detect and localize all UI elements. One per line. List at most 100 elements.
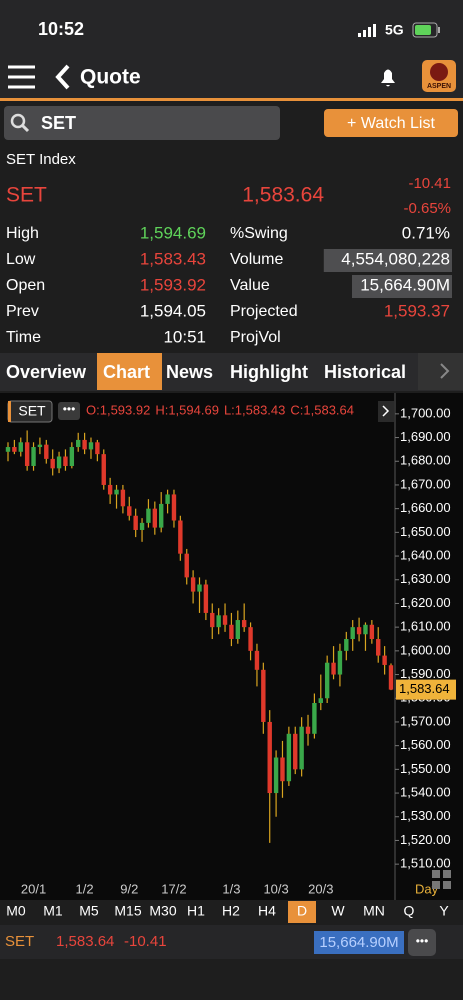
symbol: SET xyxy=(6,184,47,207)
footer-change: -10.41 xyxy=(124,933,167,950)
candle-body xyxy=(159,503,164,528)
candle-body xyxy=(146,508,151,523)
footer-symbol: SET xyxy=(5,933,34,950)
timeframe[interactable]: D xyxy=(297,903,307,919)
candle-body xyxy=(273,757,279,794)
y-tick-label: 1,650.00 xyxy=(400,524,451,539)
timeframe[interactable]: MN xyxy=(363,903,385,919)
y-tick-label: 1,520.00 xyxy=(400,832,451,847)
field-label: Low xyxy=(6,251,36,268)
status-time: 10:52 xyxy=(38,19,84,39)
candle-body xyxy=(127,506,132,516)
x-tick-label: 17/2 xyxy=(161,881,186,896)
last-price: 1,583.64 xyxy=(242,184,324,207)
candle-body xyxy=(114,489,119,495)
change: -10.41 xyxy=(408,175,451,192)
candle-body xyxy=(254,650,260,670)
tab[interactable]: Overview xyxy=(6,362,87,382)
watch-list-label: + Watch List xyxy=(347,115,435,132)
header-underline xyxy=(0,98,463,101)
tab-scroll-icon xyxy=(440,363,450,379)
candle-body xyxy=(369,624,375,639)
search-query: SET xyxy=(41,113,76,133)
candle-body xyxy=(107,484,113,495)
y-tick-label: 1,690.00 xyxy=(400,429,451,444)
timeframe[interactable]: M0 xyxy=(6,903,26,919)
candle-body xyxy=(305,726,311,734)
back-icon[interactable] xyxy=(55,64,70,90)
search-box[interactable] xyxy=(4,106,280,140)
watch-list-button[interactable] xyxy=(324,109,458,137)
field-value-box xyxy=(323,249,452,272)
timeframe[interactable]: M1 xyxy=(43,903,63,919)
candle-body xyxy=(267,721,272,794)
candle-body xyxy=(261,669,266,722)
active-timeframe-bg xyxy=(288,901,316,923)
field-value: 1,593.37 xyxy=(384,301,450,320)
field-value: 1,583.43 xyxy=(140,249,206,268)
bell-icon[interactable] xyxy=(381,69,395,87)
tab[interactable]: Historical xyxy=(324,362,406,382)
y-tick-label: 1,540.00 xyxy=(400,784,451,799)
candle-body xyxy=(56,456,62,469)
expand-icon[interactable] xyxy=(432,870,451,889)
tab[interactable]: Highlight xyxy=(230,362,308,382)
tab-scroll-bg[interactable] xyxy=(418,353,463,390)
chart-bg xyxy=(0,393,463,900)
candle-body xyxy=(165,494,170,504)
timeframe[interactable]: H1 xyxy=(187,903,205,919)
candle-body xyxy=(356,627,362,635)
menu-icon[interactable] xyxy=(8,65,35,89)
x-tick-label: 9/2 xyxy=(120,881,138,896)
candle-body xyxy=(178,520,183,554)
candle-body xyxy=(203,584,209,613)
field-label: Prev xyxy=(6,303,39,320)
field-label: ProjVol xyxy=(230,329,281,346)
field-label: %Swing xyxy=(230,225,288,242)
chart-menu-button[interactable] xyxy=(58,402,80,420)
timeframe[interactable]: Y xyxy=(439,903,449,919)
timeframe[interactable]: Q xyxy=(404,903,415,919)
candle-body xyxy=(210,612,215,628)
chart-symbol-accent xyxy=(8,401,11,422)
candle-body xyxy=(388,665,394,690)
candle-body xyxy=(280,757,285,782)
tab[interactable]: News xyxy=(166,362,213,382)
timeframe[interactable]: M15 xyxy=(114,903,141,919)
candle-body xyxy=(376,639,381,656)
last-price-marker xyxy=(396,679,456,700)
candle-body xyxy=(229,624,234,639)
ohlc-more-icon xyxy=(382,405,390,417)
timeframe[interactable]: H2 xyxy=(222,903,240,919)
y-tick-label: 1,570.00 xyxy=(400,713,451,728)
ohlc-label: H:1,594.69 xyxy=(155,402,219,417)
candle-body xyxy=(139,522,145,530)
change-pct: -0.65% xyxy=(403,200,451,217)
ohlc-label: O:1,593.92 xyxy=(86,402,150,417)
candle-body xyxy=(197,584,202,592)
candle-body xyxy=(76,439,81,448)
timeframe[interactable]: W xyxy=(331,903,345,919)
field-value: 1,593.92 xyxy=(140,275,206,294)
footer-menu-button[interactable] xyxy=(408,929,436,956)
candle-body xyxy=(299,726,304,770)
candle-body xyxy=(133,515,138,530)
timeframe[interactable]: M5 xyxy=(79,903,99,919)
candle-body xyxy=(337,650,343,675)
field-value: 15,664.90M xyxy=(360,275,450,294)
x-tick-label: 20/3 xyxy=(308,881,333,896)
timeframe[interactable]: H4 xyxy=(258,903,276,919)
candle-body xyxy=(184,553,189,578)
tab[interactable]: Chart xyxy=(103,362,150,382)
search-icon xyxy=(10,113,26,129)
candle-body xyxy=(152,508,158,528)
y-tick-label: 1,660.00 xyxy=(400,500,451,515)
timeframe[interactable]: M30 xyxy=(149,903,176,919)
candle-body xyxy=(324,662,330,699)
candle-body xyxy=(69,447,75,466)
candle-body xyxy=(37,444,43,448)
ohlc-more-button[interactable] xyxy=(378,401,394,422)
x-tick-label: 1/3 xyxy=(222,881,240,896)
candle-body xyxy=(5,447,11,452)
